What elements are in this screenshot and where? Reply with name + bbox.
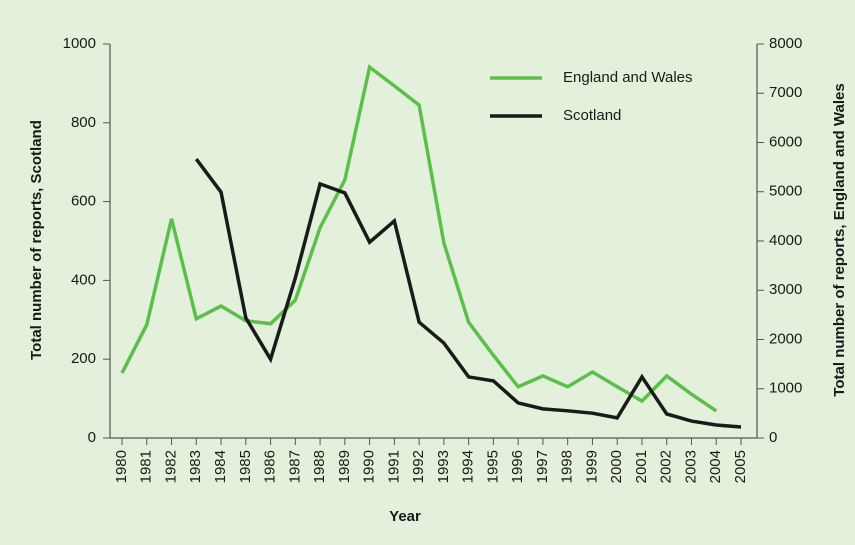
x-tick-label: 1980 xyxy=(113,450,130,483)
x-tick-label: 2004 xyxy=(707,450,724,483)
y2-tick-label: 3000 xyxy=(769,281,802,298)
x-tick-label: 2000 xyxy=(608,450,625,483)
x-tick-label: 1981 xyxy=(138,450,155,483)
y-tick-label: 200 xyxy=(71,350,96,367)
x-tick-label: 2001 xyxy=(633,450,650,483)
legend-label: Scotland xyxy=(563,107,621,124)
legend-label: England and Wales xyxy=(563,69,693,86)
x-tick-label: 1983 xyxy=(187,450,204,483)
x-tick-label: 1986 xyxy=(262,450,279,483)
x-axis-title: Year xyxy=(389,508,421,525)
y-axis-title: Total number of reports, Scotland xyxy=(28,120,45,360)
y2-tick-label: 6000 xyxy=(769,133,802,150)
x-tick-label: 1997 xyxy=(534,450,551,483)
y2-tick-label: 0 xyxy=(769,429,777,446)
y2-tick-label: 4000 xyxy=(769,232,802,249)
x-tick-label: 1982 xyxy=(162,450,179,483)
y-tick-label: 0 xyxy=(88,429,96,446)
y2-tick-label: 1000 xyxy=(769,380,802,397)
x-tick-label: 1988 xyxy=(311,450,328,483)
x-tick-label: 1991 xyxy=(385,450,402,483)
y-tick-label: 600 xyxy=(71,193,96,210)
x-tick-label: 1985 xyxy=(237,450,254,483)
y2-tick-label: 2000 xyxy=(769,330,802,347)
series-line xyxy=(120,64,718,413)
x-tick-label: 1995 xyxy=(484,450,501,483)
y2-axis-title: Total number of reports, England and Wal… xyxy=(831,83,848,396)
x-tick-label: 1989 xyxy=(336,450,353,483)
x-tick-label: 1999 xyxy=(583,450,600,483)
x-tick-label: 1998 xyxy=(559,450,576,483)
x-tick-label: 1990 xyxy=(361,450,378,483)
x-tick-label: 1987 xyxy=(286,450,303,483)
x-tick-label: 2005 xyxy=(732,450,749,483)
x-tick-label: 1992 xyxy=(410,450,427,483)
x-tick-label: 1984 xyxy=(212,450,229,483)
y-tick-label: 400 xyxy=(71,271,96,288)
y2-tick-label: 7000 xyxy=(769,84,802,101)
y-tick-label: 800 xyxy=(71,114,96,131)
x-tick-label: 2003 xyxy=(682,450,699,483)
x-tick-label: 1994 xyxy=(460,450,477,483)
x-tick-label: 2002 xyxy=(658,450,675,483)
series-line xyxy=(194,157,742,429)
y2-tick-label: 8000 xyxy=(769,35,802,52)
x-tick-label: 1996 xyxy=(509,450,526,483)
y-tick-label: 1000 xyxy=(63,35,96,52)
y2-tick-label: 5000 xyxy=(769,183,802,200)
x-tick-label: 1993 xyxy=(435,450,452,483)
